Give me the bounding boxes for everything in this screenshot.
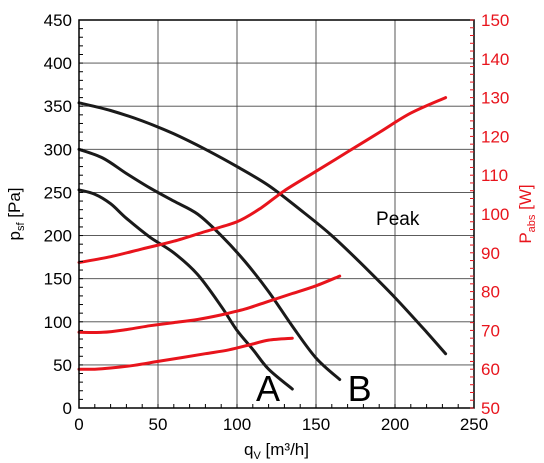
right-tick-label: 80 (481, 283, 500, 302)
x-tick-label: 250 (460, 415, 488, 434)
x-axis-ticks: 0 50 100 150 200 250 (74, 404, 488, 434)
x-tick-label: 100 (223, 415, 251, 434)
left-tick-label: 400 (44, 54, 72, 73)
right-tick-label: 70 (481, 321, 500, 340)
series-line-left-1 (77, 147, 342, 381)
right-tick-label: 100 (481, 205, 509, 224)
right-tick-label: 140 (481, 50, 509, 69)
series-layer (77, 96, 448, 391)
left-tick-label: 100 (44, 313, 72, 332)
right-tick-label: 130 (481, 89, 509, 108)
y-right-axis-label: Pabs [W] (516, 184, 538, 243)
left-tick-label: 250 (44, 183, 72, 202)
series-line-right-5 (77, 96, 448, 264)
series-line-left-0 (77, 188, 294, 391)
left-tick-label: 350 (44, 97, 72, 116)
right-tick-label: 50 (481, 399, 500, 418)
left-tick-label: 50 (53, 356, 72, 375)
x-tick-label: 150 (302, 415, 330, 434)
right-tick-label: 120 (481, 127, 509, 146)
series-line-right-4 (77, 274, 342, 335)
annotation-label: A (256, 368, 280, 409)
right-tick-label: 90 (481, 244, 500, 263)
right-tick-label: 150 (481, 11, 509, 30)
annotation-label: Peak (376, 209, 420, 230)
x-axis-label: qV [m³/h] (244, 440, 309, 462)
annotations: A B Peak (256, 209, 420, 409)
left-tick-label: 200 (44, 227, 72, 246)
right-tick-label: 110 (481, 166, 508, 185)
series-line-left-2 (77, 101, 448, 356)
series-line-right-3 (77, 336, 294, 371)
x-tick-label: 0 (74, 415, 83, 434)
x-tick-label: 50 (149, 415, 168, 434)
left-tick-label: 450 (44, 11, 72, 30)
annotation-label: B (348, 368, 372, 409)
left-tick-label: 150 (44, 270, 72, 289)
x-tick-label: 200 (381, 415, 409, 434)
right-tick-label: 60 (481, 360, 500, 379)
right-axis-ticks: 50 60 70 80 90 100 110 120 130 140 150 (470, 11, 509, 418)
left-axis-ticks: 0 50 100 150 200 250 300 350 400 450 (44, 11, 83, 418)
left-tick-label: 0 (63, 399, 72, 418)
y-left-axis-label: psf [Pa] (5, 188, 27, 241)
left-tick-label: 300 (44, 140, 72, 159)
